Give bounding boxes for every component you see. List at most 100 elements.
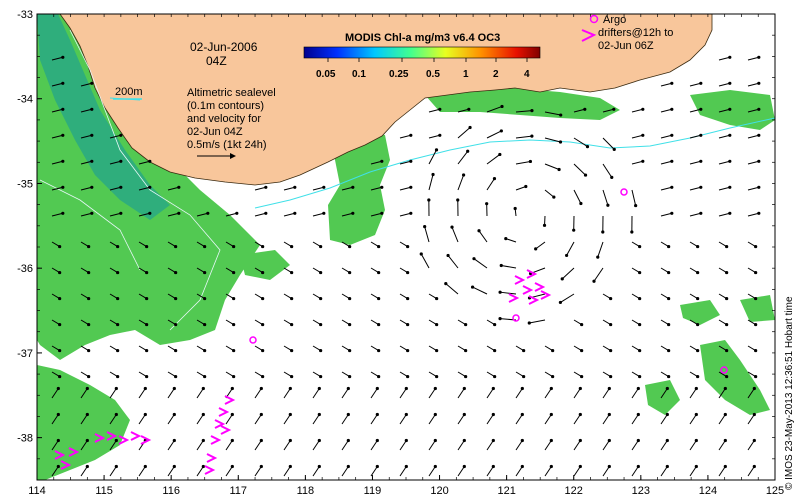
velocity-arrowhead [203, 374, 207, 379]
velocity-arrow [515, 135, 532, 139]
velocity-arrowhead [145, 374, 149, 379]
velocity-arrowhead [145, 270, 149, 275]
velocity-arrow [566, 241, 575, 256]
velocity-arrowhead [551, 374, 555, 379]
velocity-arrowhead [58, 296, 62, 301]
velocity-arrowhead [578, 386, 582, 391]
velocity-arrowhead [696, 322, 700, 327]
velocity-arrow [718, 186, 730, 191]
velocity-arrow [660, 82, 672, 87]
velocity-arrowhead [423, 224, 427, 229]
velocity-arrowhead [583, 173, 588, 177]
velocity-arrowhead [143, 386, 147, 391]
velocity-arrowhead [572, 228, 576, 232]
velocity-arrowhead [317, 386, 321, 391]
velocity-arrow [747, 108, 759, 113]
velocity-arrow [138, 186, 150, 191]
chl-patch-southwest [37, 365, 130, 480]
y-tick-label: -38 [17, 433, 33, 445]
velocity-arrowhead [201, 412, 205, 417]
velocity-arrow [689, 212, 701, 217]
velocity-arrowhead [498, 290, 502, 294]
velocity-arrowhead [757, 133, 761, 137]
velocity-arrow [718, 212, 730, 217]
velocity-arrowhead [728, 107, 732, 111]
velocity-arrowhead [493, 374, 497, 379]
velocity-arrow [428, 414, 436, 425]
velocity-arrowhead [438, 107, 442, 111]
velocity-arrowhead [119, 133, 123, 137]
velocity-arrow [80, 466, 88, 477]
velocity-arrowhead [757, 107, 761, 111]
velocity-arrow [312, 414, 320, 425]
velocity-arrowhead [58, 374, 62, 379]
drifter-track-icon [54, 450, 66, 460]
velocity-arrowhead [119, 159, 123, 163]
velocity-arrowhead [596, 255, 600, 259]
velocity-arrow [196, 440, 204, 451]
velocity-arrowhead [351, 211, 355, 215]
velocity-arrowhead [757, 185, 761, 189]
velocity-arrowhead [116, 244, 120, 249]
velocity-arrowhead [530, 109, 534, 113]
drifter-track-icon [94, 433, 106, 443]
x-tick-label: 119 [364, 485, 382, 497]
velocity-arrowhead [542, 223, 547, 227]
velocity-arrowhead [404, 438, 408, 443]
velocity-arrow [631, 134, 643, 139]
velocity-arrow [80, 160, 92, 165]
velocity-arrow [486, 105, 503, 113]
velocity-arrowhead [433, 412, 437, 417]
velocity-arrowhead [90, 211, 94, 215]
velocity-arrow [747, 134, 759, 139]
velocity-arrowhead [609, 374, 613, 379]
velocity-arrowhead [670, 185, 674, 189]
velocity-arrow [478, 230, 488, 243]
velocity-arrowhead [61, 185, 65, 189]
velocity-arrow [167, 212, 179, 217]
velocity-arrowhead [667, 322, 671, 327]
velocity-arrowhead [491, 438, 495, 443]
velocity-arrowhead [409, 211, 413, 215]
velocity-arrow [167, 388, 175, 399]
velocity-arrowhead [499, 263, 503, 268]
velocity-arrowhead [607, 464, 611, 469]
velocity-arrowhead [757, 81, 761, 85]
velocity-arrowhead [641, 159, 645, 163]
colorbar-label-5: 2 [493, 69, 499, 80]
velocity-arrowhead [259, 438, 263, 443]
velocity-arrowhead [419, 252, 423, 256]
velocity-arrowhead [530, 134, 534, 138]
velocity-arrowhead [145, 348, 149, 353]
velocity-arrow [225, 212, 237, 217]
velocity-arrowhead [232, 322, 236, 327]
velocity-arrowhead [116, 348, 120, 353]
velocity-arrowhead [288, 464, 292, 469]
velocity-arrow [109, 160, 121, 165]
velocity-arrowhead [431, 172, 435, 177]
velocity-arrowhead [606, 203, 610, 207]
colorbar-label-2: 0.25 [389, 69, 409, 80]
velocity-arrowhead [375, 464, 379, 469]
velocity-arrowhead [290, 244, 294, 249]
velocity-arrowhead [493, 348, 497, 353]
velocity-arrow [457, 127, 471, 139]
velocity-arrowhead [375, 386, 379, 391]
velocity-arrowhead [317, 438, 321, 443]
velocity-arrow [602, 189, 609, 206]
velocity-arrow [138, 466, 146, 477]
contour-line [254, 117, 775, 209]
velocity-arrow [718, 134, 730, 139]
velocity-arrow [486, 440, 494, 451]
velocity-arrow [428, 440, 436, 451]
velocity-arrowhead [752, 386, 756, 391]
colorbar-label-0: 0.05 [316, 69, 336, 80]
velocity-arrow [80, 82, 92, 87]
sealevel-note-4: 02-Jun 04Z [187, 126, 243, 138]
velocity-arrowhead [559, 113, 563, 117]
velocity-arrowhead [148, 185, 152, 189]
velocity-arrowhead [470, 285, 475, 289]
velocity-arrowhead [288, 412, 292, 417]
velocity-arrowhead [177, 185, 181, 189]
velocity-arrowhead [143, 464, 147, 469]
